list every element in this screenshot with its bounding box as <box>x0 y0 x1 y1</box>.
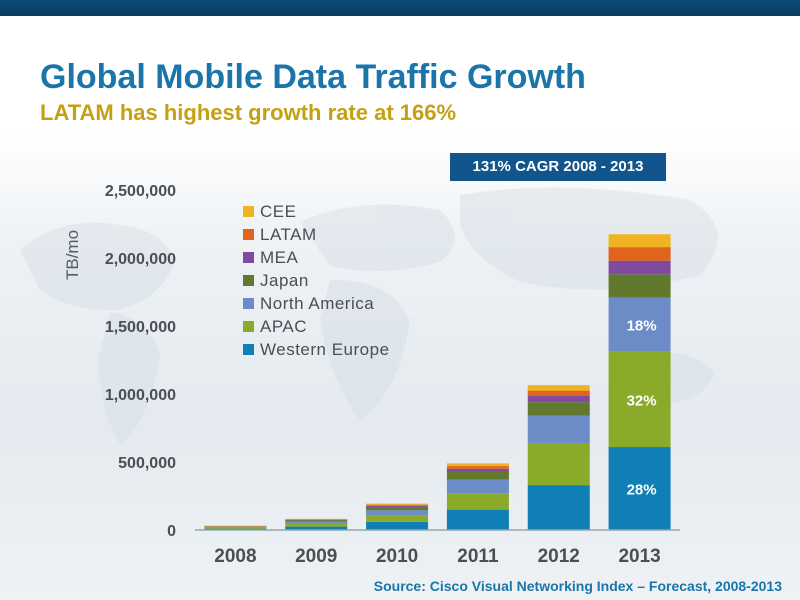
legend-label: CEE <box>260 202 296 221</box>
x-tick-label: 2008 <box>214 546 256 567</box>
y-tick-label: 1,500,000 <box>105 319 176 336</box>
legend: CEE LATAM MEA Japan North America APAC Western… <box>243 202 390 359</box>
bar-segment <box>285 518 348 520</box>
legend-swatch <box>243 321 254 332</box>
legend-label: LATAM <box>260 225 317 244</box>
cagr-badge: 131% CAGR 2008 - 2013 <box>450 153 666 181</box>
bar-segment <box>527 442 590 486</box>
bar-segment <box>366 510 429 516</box>
top-bar <box>0 0 800 16</box>
bar-segment <box>446 493 509 510</box>
bar-segment <box>366 506 429 511</box>
bar-segment <box>446 468 509 472</box>
x-axis: 2008 2009 2010 2011 2012 2013 <box>195 529 680 567</box>
legend-label: MEA <box>260 248 299 267</box>
bar-segment <box>608 297 671 352</box>
legend-label: Japan <box>260 271 309 290</box>
bar-segment <box>608 274 671 298</box>
bar-segment <box>366 515 429 522</box>
page-subtitle: LATAM has highest growth rate at 166% <box>40 100 457 125</box>
bar-segment <box>366 505 429 507</box>
bar-segment <box>527 385 590 391</box>
bar-segment <box>285 526 348 530</box>
bar-segment <box>285 519 348 520</box>
bar-segment <box>446 466 509 469</box>
bar-segment <box>446 509 509 530</box>
bar-segment <box>204 527 267 529</box>
y-tick-label: 0 <box>167 523 176 540</box>
bar-segment <box>204 525 267 527</box>
legend-label: Western Europe <box>260 340 390 359</box>
bar-segment <box>527 390 590 397</box>
bar-segment <box>446 471 509 480</box>
x-tick-label: 2010 <box>376 546 418 567</box>
legend-label: North America <box>260 294 374 313</box>
y-tick-label: 500,000 <box>118 455 176 472</box>
segment-percent-label: 28% <box>627 482 657 499</box>
x-tick-label: 2013 <box>618 546 660 567</box>
x-tick-label: 2011 <box>457 546 499 567</box>
bar-segment <box>285 521 348 524</box>
bar-segment <box>527 415 590 443</box>
bar-segment <box>527 402 590 416</box>
bar-segment <box>366 504 429 506</box>
y-axis: 0 500,000 1,000,000 1,500,000 2,000,000 2,500… <box>105 183 176 540</box>
bar-segment <box>527 396 590 403</box>
y-axis-title: TB/mo <box>63 230 82 280</box>
bar-segment <box>608 247 671 261</box>
legend-swatch <box>243 252 254 263</box>
bar-segment <box>285 519 348 521</box>
bar-segment <box>608 234 671 248</box>
segment-percent-label: 32% <box>627 392 657 409</box>
x-tick-label: 2012 <box>538 546 580 567</box>
y-tick-label: 2,500,000 <box>105 183 176 200</box>
y-tick-label: 2,000,000 <box>105 251 176 268</box>
bar-segment <box>366 521 429 530</box>
legend-swatch <box>243 206 254 217</box>
bar-segment <box>204 526 267 528</box>
bar-segment <box>285 523 348 527</box>
bar-segment <box>527 485 590 530</box>
bars <box>204 234 671 530</box>
bar-annotations: 28% 32% 18% <box>627 318 657 499</box>
bar-segment <box>446 479 509 494</box>
bar-segment <box>608 447 671 530</box>
x-tick-label: 2009 <box>295 546 337 567</box>
bar-segment <box>366 503 429 505</box>
y-tick-label: 1,000,000 <box>105 387 176 404</box>
legend-swatch <box>243 275 254 286</box>
bar-segment <box>608 351 671 448</box>
bar-segment <box>608 260 671 275</box>
bar-segment <box>446 463 509 467</box>
legend-swatch <box>243 298 254 309</box>
legend-label: APAC <box>260 317 307 336</box>
legend-swatch <box>243 229 254 240</box>
bar-segment <box>285 520 348 522</box>
page-title: Global Mobile Data Traffic Growth <box>40 58 586 96</box>
source-note: Source: Cisco Visual Networking Index – … <box>373 578 782 594</box>
segment-percent-label: 18% <box>627 318 657 335</box>
legend-swatch <box>243 344 254 355</box>
